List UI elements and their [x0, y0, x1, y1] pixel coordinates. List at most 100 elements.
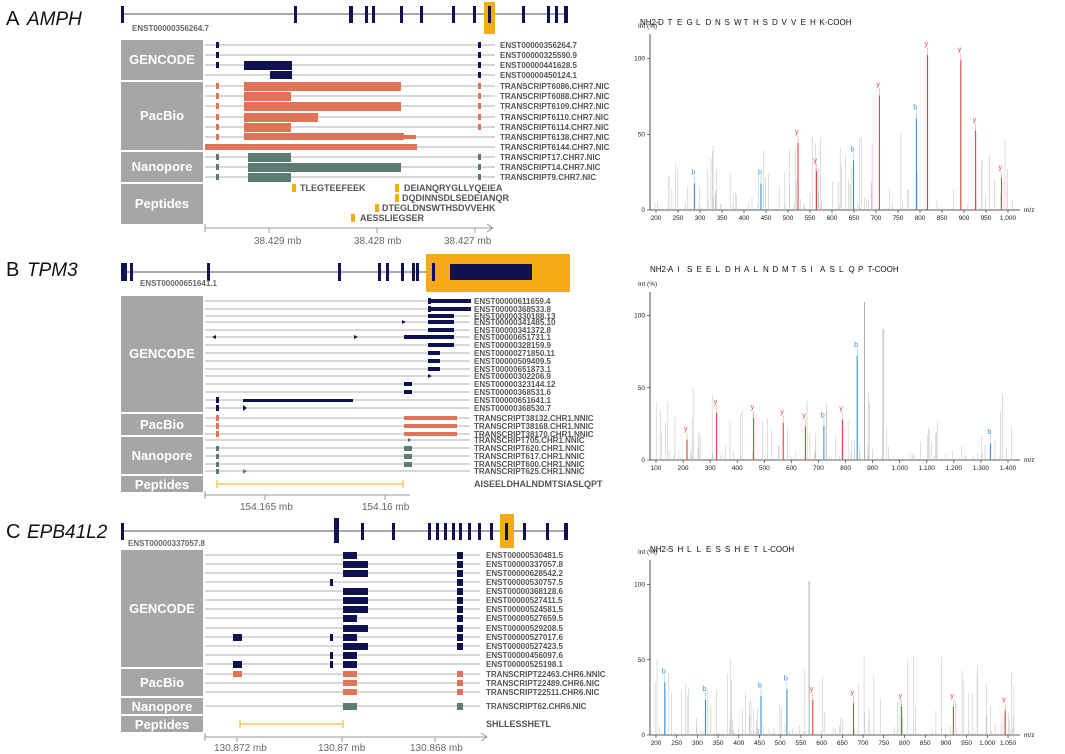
x-axis-label: m/z — [1024, 732, 1034, 739]
transcript-label: TRANSCRIPT6114.CHR7.NIC — [500, 123, 609, 132]
transcript-label: TRANSCRIPT6138.CHR7.NIC — [500, 133, 610, 142]
transcript-label: TRANSCRIPT600.CHR1.NNIC — [474, 460, 585, 469]
ion-label: y — [851, 690, 855, 697]
transcript-label: TRANSCRIPT705.CHR1.NNIC — [474, 436, 585, 445]
x-tick-label: 900 — [959, 215, 970, 222]
ion-label: y — [899, 693, 903, 700]
category-gencode-a: GENCODE — [129, 52, 195, 67]
category-gencode-c: GENCODE — [129, 601, 195, 616]
transcript-label: TRANSCRIPT625.CHR1.NNIC — [474, 467, 585, 476]
x-axis-label: m/z — [1024, 207, 1034, 214]
sequence-residue: M — [782, 265, 789, 274]
peptide-label: AISEELDHALNDMTSIASLQPT — [474, 479, 603, 489]
category-pacbio-a: PacBio — [140, 108, 184, 123]
genomic-axis-tick: 154.165 mb — [240, 502, 293, 513]
x-tick-label: 500 — [783, 215, 794, 222]
gene-name-c: EPB41L2 — [27, 522, 108, 543]
x-tick-label: 800 — [915, 215, 926, 222]
x-tick-label: 650 — [837, 740, 848, 747]
transcript-label: ENST00000441628.5 — [500, 61, 578, 70]
ion-label: y — [684, 426, 688, 433]
x-tick-label: 200 — [651, 740, 662, 747]
ion-label: y — [950, 693, 954, 700]
genomic-axis-tick: 130.868 mb — [410, 743, 463, 754]
sequence-residue: D — [772, 18, 778, 27]
y-axis-label: Int (%) — [638, 549, 657, 556]
x-tick-label: 950 — [961, 740, 972, 747]
y-tick-label: 0 — [641, 207, 645, 214]
transcript-label: ENST00000368530.7 — [474, 404, 552, 413]
x-tick-label: 700 — [871, 215, 882, 222]
sequence-residue: S — [763, 18, 768, 27]
ion-label: y — [814, 157, 818, 164]
ion-label: b — [987, 429, 991, 436]
x-tick-label: 500 — [775, 740, 786, 747]
transcript-labels-b: ENST00000611659.4ENST00000368533.8ENST00… — [474, 297, 594, 476]
x-tick-label: 1.300 — [973, 465, 990, 472]
ion-label: y — [925, 41, 929, 48]
sequence-residue: H — [735, 265, 741, 274]
x-tick-label: 850 — [920, 740, 931, 747]
sequence-residue: P — [858, 265, 863, 274]
transcript-label: TRANSCRIPT22511.CHR6.NIC — [486, 688, 600, 697]
x-tick-label: 600 — [786, 465, 797, 472]
ion-label: y — [795, 129, 799, 136]
x-tick-label: 600 — [816, 740, 827, 747]
transcript-label: TRANSCRIPT6086.CHR7.NIC — [500, 82, 610, 91]
reference-transcript-a: ENST00000356264.7 — [132, 24, 210, 33]
genomic-axis-tick: 38.427 mb — [444, 236, 492, 247]
transcript-label: TRANSCRIPT62.CHR6.NIC — [486, 702, 587, 711]
x-tick-label: 1.000 — [892, 465, 909, 472]
x-tick-label: 450 — [761, 215, 772, 222]
transcript-label: ENST00000341485.10 — [474, 318, 556, 327]
ion-label: y — [839, 406, 843, 413]
x-tick-label: 550 — [796, 740, 807, 747]
ion-label: y — [876, 82, 880, 89]
reference-transcript-c: ENST00000337057.8 — [128, 539, 206, 548]
x-tick-label: 700 — [858, 740, 869, 747]
panel-letter-a: A — [6, 8, 20, 30]
transcript-label: ENST00000651641.1 — [474, 396, 552, 405]
transcript-label: TRANSCRIPT9.CHR7.NIC — [500, 173, 596, 182]
sequence-residue: H — [810, 18, 816, 27]
ion-label: y — [810, 686, 814, 693]
sequence-residue: T — [668, 18, 673, 27]
panel-b: B TPM3 ENST00000651641.1 GENCODE PacBio … — [6, 254, 603, 513]
x-tick-label: 500 — [759, 465, 770, 472]
ion-label: y — [802, 412, 806, 419]
x-tick-label: 850 — [937, 215, 948, 222]
transcript-label: ENST00000341372.8 — [474, 326, 552, 335]
ion-label: b — [854, 342, 858, 349]
ion-label: y — [973, 117, 977, 124]
y-tick-label: 0 — [641, 732, 645, 739]
reference-model-b: ENST00000651641.1 — [121, 254, 570, 292]
ion-label: y — [958, 46, 962, 53]
sequence-residue: S — [687, 265, 692, 274]
genomic-axis-tick: 130.872 mb — [214, 743, 267, 754]
x-tick-label: 100 — [651, 465, 662, 472]
sequence-residue: L-COOH — [763, 545, 794, 554]
category-gencode-b: GENCODE — [129, 346, 195, 361]
genomic-axis-tick: 38.428 mb — [354, 236, 402, 247]
y-tick-label: 100 — [634, 313, 645, 320]
reference-transcript-b: ENST00000651641.1 — [140, 279, 218, 288]
x-tick-label: 250 — [671, 740, 682, 747]
x-tick-label: 1.400 — [1000, 465, 1017, 472]
sequence-residue: E — [744, 545, 749, 554]
sequence-residue: H — [753, 18, 759, 27]
reference-model-a: ENST00000356264.7 — [121, 2, 568, 34]
sequence-residue: L — [687, 545, 692, 554]
transcript-label: ENST00000450124.1 — [500, 71, 578, 80]
transcript-label: ENST00000651873.1 — [474, 365, 552, 374]
transcript-label: TRANSCRIPT22463.CHR6.NNIC — [486, 670, 606, 679]
category-nanopore-b: Nanopore — [132, 448, 193, 463]
transcript-label: ENST00000527411.5 — [486, 596, 563, 605]
x-axis-label: m/z — [1024, 457, 1034, 464]
transcript-label: TRANSCRIPT6144.CHR7.NIC — [500, 143, 610, 152]
x-tick-label: 1.000 — [1000, 215, 1017, 222]
ion-label: y — [751, 404, 755, 411]
transcript-label: TRANSCRIPT17.CHR7.NIC — [500, 153, 601, 162]
sequence-residue: L — [697, 545, 702, 554]
category-nanopore-a: Nanopore — [132, 159, 193, 174]
sequence-residue: N — [763, 265, 769, 274]
